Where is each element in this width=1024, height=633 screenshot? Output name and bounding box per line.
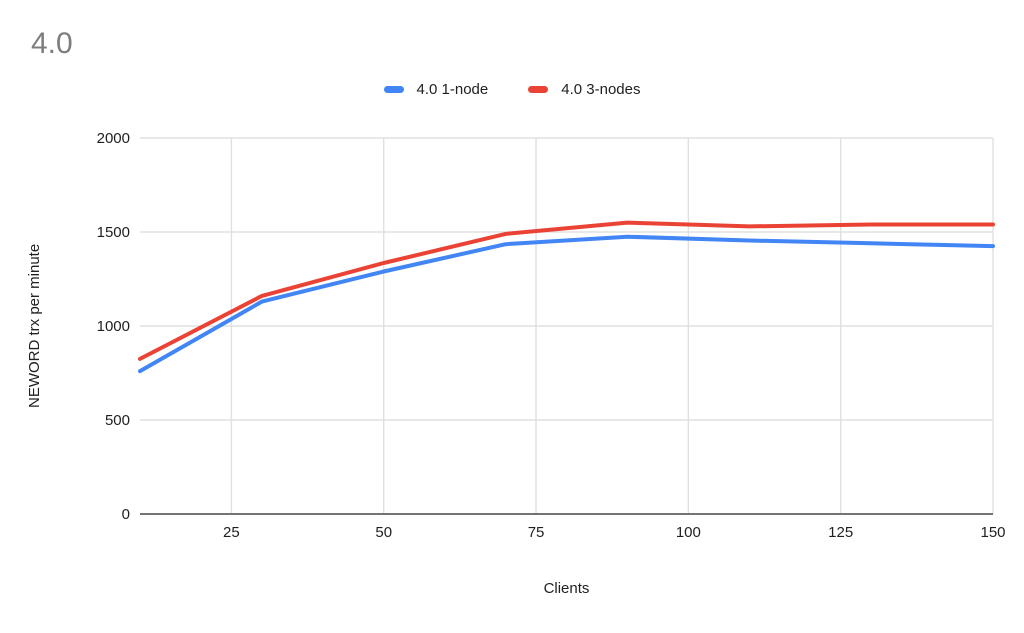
legend: 4.0 1-node 4.0 3-nodes [0,81,1024,98]
legend-item-3-nodes: 4.0 3-nodes [528,81,640,98]
series-line-4-0-3-nodes [138,220,995,361]
legend-swatch-red [528,86,549,93]
chart-title: 4.0 [31,27,73,60]
x-tick-label: 150 [980,524,1005,541]
legend-swatch-blue [383,86,404,93]
series-line-4-0-1-node [138,234,995,374]
y-tick-label: 0 [122,506,130,523]
legend-label: 4.0 3-nodes [561,81,641,98]
y-tick-label: 1500 [97,224,130,241]
x-tick-label: 100 [676,524,701,541]
x-tick-label: 125 [828,524,853,541]
x-tick-label: 50 [375,524,392,541]
x-tick-label: 25 [223,524,240,541]
y-tick-label: 2000 [97,130,130,147]
x-axis-title: Clients [543,580,590,597]
legend-item-1-node: 4.0 1-node [383,81,489,98]
y-tick-label: 500 [105,412,130,429]
x-tick-label: 75 [528,524,545,541]
legend-label: 4.0 1-node [416,81,489,98]
y-tick-label: 1000 [97,318,130,335]
